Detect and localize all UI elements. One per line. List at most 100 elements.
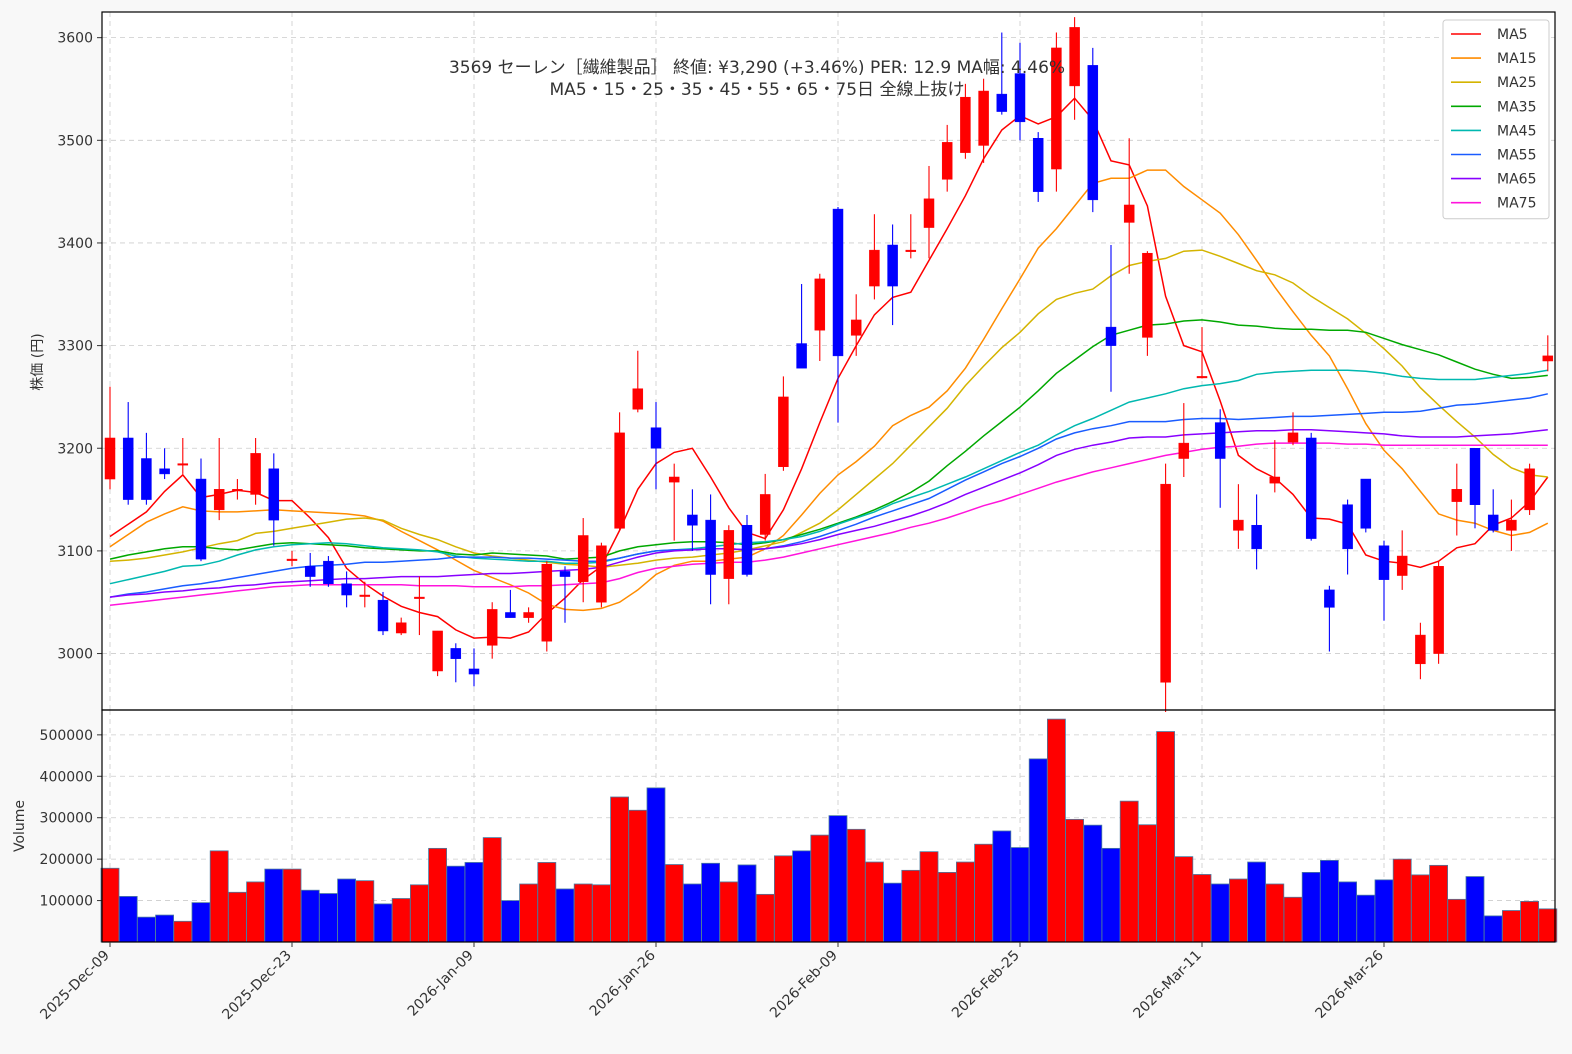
candle-body [741,524,753,575]
legend-entry: MA5 [1451,27,1528,43]
candlestick [505,589,516,618]
candle-body [577,535,589,582]
candle-body [341,583,352,596]
candle-body [650,427,662,449]
ma-line-ma65 [109,429,1548,598]
candlestick [1378,540,1390,621]
price-panel-background [102,12,1555,710]
candlestick [1415,622,1426,680]
candle-body [1433,566,1444,654]
candlestick [104,386,116,490]
candlestick [195,458,207,562]
candle-body [1360,478,1372,529]
candle-body [1451,489,1463,502]
ma-line-ma35 [109,319,1548,560]
title-line-1: 3569 セーレン［繊維製品］ 終値: ¥3,290 (+3.46%) PER:… [449,58,1065,78]
candlestick [359,581,371,608]
candlestick [450,643,462,683]
volume-bar [519,883,538,943]
volume-bar [1392,858,1412,943]
candlestick [414,576,425,636]
candle-body [1123,204,1135,223]
price-ytick-label: 3000 [57,647,93,663]
volume-bar [992,830,1012,943]
candle-body [286,558,298,561]
volume-bar [1210,883,1230,943]
volume-bar [373,903,393,943]
candle-body [1396,555,1408,576]
candle-body [159,468,170,475]
volume-bar [446,865,466,943]
candlestick [759,473,771,541]
candlestick [1451,463,1463,536]
ma-line-ma25 [109,249,1548,569]
candlestick [1251,494,1262,570]
candle-body [432,630,443,672]
candlestick [341,571,352,608]
candle-body [213,489,225,511]
volume-bar [173,920,193,943]
candle-body [468,668,480,675]
candle-body [1415,634,1426,665]
candle-body [232,489,243,492]
candle-body [1105,326,1117,346]
volume-bar [737,864,757,943]
candle-body [759,494,771,535]
ma-line-ma55 [109,393,1548,598]
candle-body [1032,138,1044,192]
legend-entry: MA45 [1451,123,1536,139]
candle-body [141,458,152,500]
volume-bar [1465,876,1485,943]
volume-bar [1483,915,1503,943]
volume-bar [100,867,120,943]
candle-body [323,560,334,584]
candle-body [960,96,971,153]
volume-bar [592,884,611,943]
candlesticks [104,17,1554,713]
candlestick [141,432,152,505]
candlestick [650,402,662,490]
candle-body [1287,432,1299,443]
volume-bar [956,861,975,943]
candlestick [723,525,735,605]
legend-label: MA5 [1497,27,1528,43]
candlestick [905,214,917,259]
legend-entry: MA25 [1451,75,1536,91]
candle-body [414,596,425,599]
candlestick [668,463,680,541]
volume-bar [318,893,338,943]
legend-entry: MA65 [1451,172,1536,188]
volume-bar [1138,824,1157,943]
volume-bar [155,914,175,943]
volume-bar [610,796,629,943]
volume-bar [1192,874,1212,943]
legend: MA5 MA15 MA25 MA35 MA45 MA55 MA65 MA75 [1442,19,1550,220]
volume-bar [1538,908,1558,943]
candlestick [486,602,498,659]
volume-bar [1411,874,1430,943]
volume-bar [701,862,720,943]
candlestick [122,402,134,505]
candlestick [1506,499,1517,551]
volume-ytick-label: 300000 [40,811,93,827]
candle-body [832,208,844,357]
candlestick [941,124,953,192]
volume-bar [482,837,502,943]
candlestick [960,83,971,159]
volume-bar [664,864,684,943]
volume-bar [1047,718,1066,943]
price-ytick-label: 3300 [57,339,93,355]
grid-lines [102,12,1555,942]
volume-bar [1301,872,1321,943]
volume-bar [828,815,848,943]
candle-body [1051,47,1062,170]
legend-box [1442,19,1550,220]
legend-label: MA15 [1497,51,1536,67]
candle-body [778,396,789,467]
candle-body [796,343,807,369]
candle-body [523,612,534,618]
candle-body [1069,27,1080,87]
x-tick-label: 2026-Jan-26 [587,947,659,1019]
